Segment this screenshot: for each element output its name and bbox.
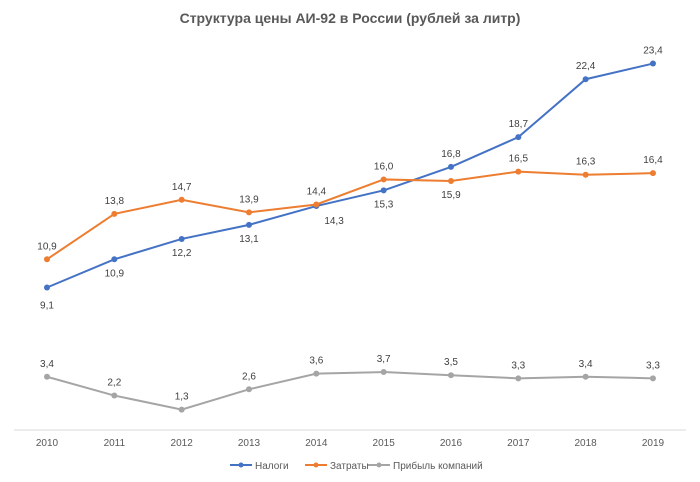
x-tick-label: 2014: [305, 438, 328, 449]
legend-label-profit: Прибыль компаний: [393, 460, 483, 472]
data-point-taxes: [178, 235, 185, 242]
data-label-taxes: 13,1: [239, 234, 259, 245]
data-point-profit: [313, 370, 320, 377]
legend-marker-taxes: [238, 462, 244, 468]
data-label-taxes: 18,7: [509, 119, 529, 130]
data-point-profit: [515, 375, 522, 382]
data-point-costs: [380, 176, 387, 183]
data-label-profit: 3,7: [377, 354, 391, 365]
data-point-costs: [447, 178, 454, 185]
data-label-taxes: 9,1: [40, 300, 54, 311]
x-tick-label: 2016: [440, 438, 463, 449]
data-point-costs: [245, 209, 252, 216]
data-point-taxes: [380, 187, 387, 194]
legend-label-costs: Затраты: [330, 461, 369, 472]
data-point-taxes: [649, 60, 656, 67]
data-point-profit: [582, 373, 589, 380]
x-tick-label: 2019: [642, 438, 665, 449]
data-label-taxes: 15,3: [374, 199, 394, 210]
data-point-profit: [380, 369, 387, 376]
series-line-taxes: [46, 62, 654, 289]
data-point-taxes: [447, 163, 454, 170]
data-point-costs: [111, 210, 118, 217]
data-point-costs: [178, 196, 185, 203]
data-label-costs: 14,7: [172, 182, 192, 193]
data-label-profit: 1,3: [175, 392, 189, 403]
data-point-costs: [515, 168, 522, 175]
x-tick-label: 2011: [104, 438, 126, 449]
data-point-taxes: [44, 284, 50, 291]
data-label-costs: 15,9: [441, 190, 461, 201]
data-label-costs: 13,8: [105, 196, 125, 207]
data-point-costs: [313, 201, 320, 208]
chart-title: Структура цены АИ-92 в России (рублей за…: [179, 10, 521, 26]
data-point-taxes: [111, 256, 118, 263]
data-label-costs: 10,9: [37, 241, 57, 252]
data-label-profit: 3,5: [444, 357, 458, 368]
x-tick-label: 2013: [238, 438, 261, 449]
data-label-profit: 2,6: [242, 371, 256, 382]
data-label-profit: 3,6: [309, 356, 323, 367]
data-point-taxes: [582, 76, 589, 83]
x-tick-label: 2012: [171, 438, 194, 449]
data-label-costs: 13,9: [239, 194, 259, 205]
data-label-costs: 16,0: [374, 161, 394, 172]
series-line-costs: [46, 170, 653, 261]
data-label-profit: 3,3: [511, 360, 525, 371]
data-label-taxes: 16,8: [441, 149, 461, 160]
series-line-profit: [46, 371, 653, 411]
legend-label-taxes: Налоги: [255, 461, 289, 472]
x-tick-label: 2018: [575, 438, 598, 449]
x-tick-label: 2015: [373, 438, 396, 449]
data-point-profit: [245, 386, 252, 393]
data-label-taxes: 12,2: [172, 248, 192, 259]
data-point-costs: [44, 256, 50, 263]
data-point-profit: [649, 375, 656, 382]
data-label-profit: 3,4: [579, 359, 593, 370]
data-label-costs: 16,3: [576, 157, 596, 168]
data-label-profit: 3,3: [646, 360, 660, 371]
data-label-costs: 16,4: [643, 155, 663, 166]
data-point-profit: [447, 372, 454, 379]
data-label-profit: 2,2: [107, 378, 121, 389]
data-label-costs: 16,5: [509, 154, 529, 165]
data-point-profit: [111, 392, 118, 399]
data-point-profit: [44, 373, 50, 380]
x-tick-label: 2017: [507, 438, 530, 449]
data-point-profit: [178, 406, 185, 413]
data-label-profit: 3,4: [40, 359, 54, 370]
x-tick-label: 2010: [36, 438, 59, 449]
data-label-taxes: 23,4: [643, 46, 663, 57]
data-point-costs: [582, 171, 589, 178]
data-point-taxes: [245, 221, 252, 228]
data-point-costs: [649, 170, 656, 177]
legend-marker-profit: [376, 462, 382, 468]
data-label-taxes: 22,4: [576, 61, 596, 72]
data-point-taxes: [515, 134, 522, 141]
legend-marker-costs: [313, 462, 319, 468]
data-label-taxes: 14,3: [324, 216, 344, 227]
data-label-costs: 14,4: [307, 186, 327, 197]
data-label-taxes: 10,9: [105, 268, 125, 279]
